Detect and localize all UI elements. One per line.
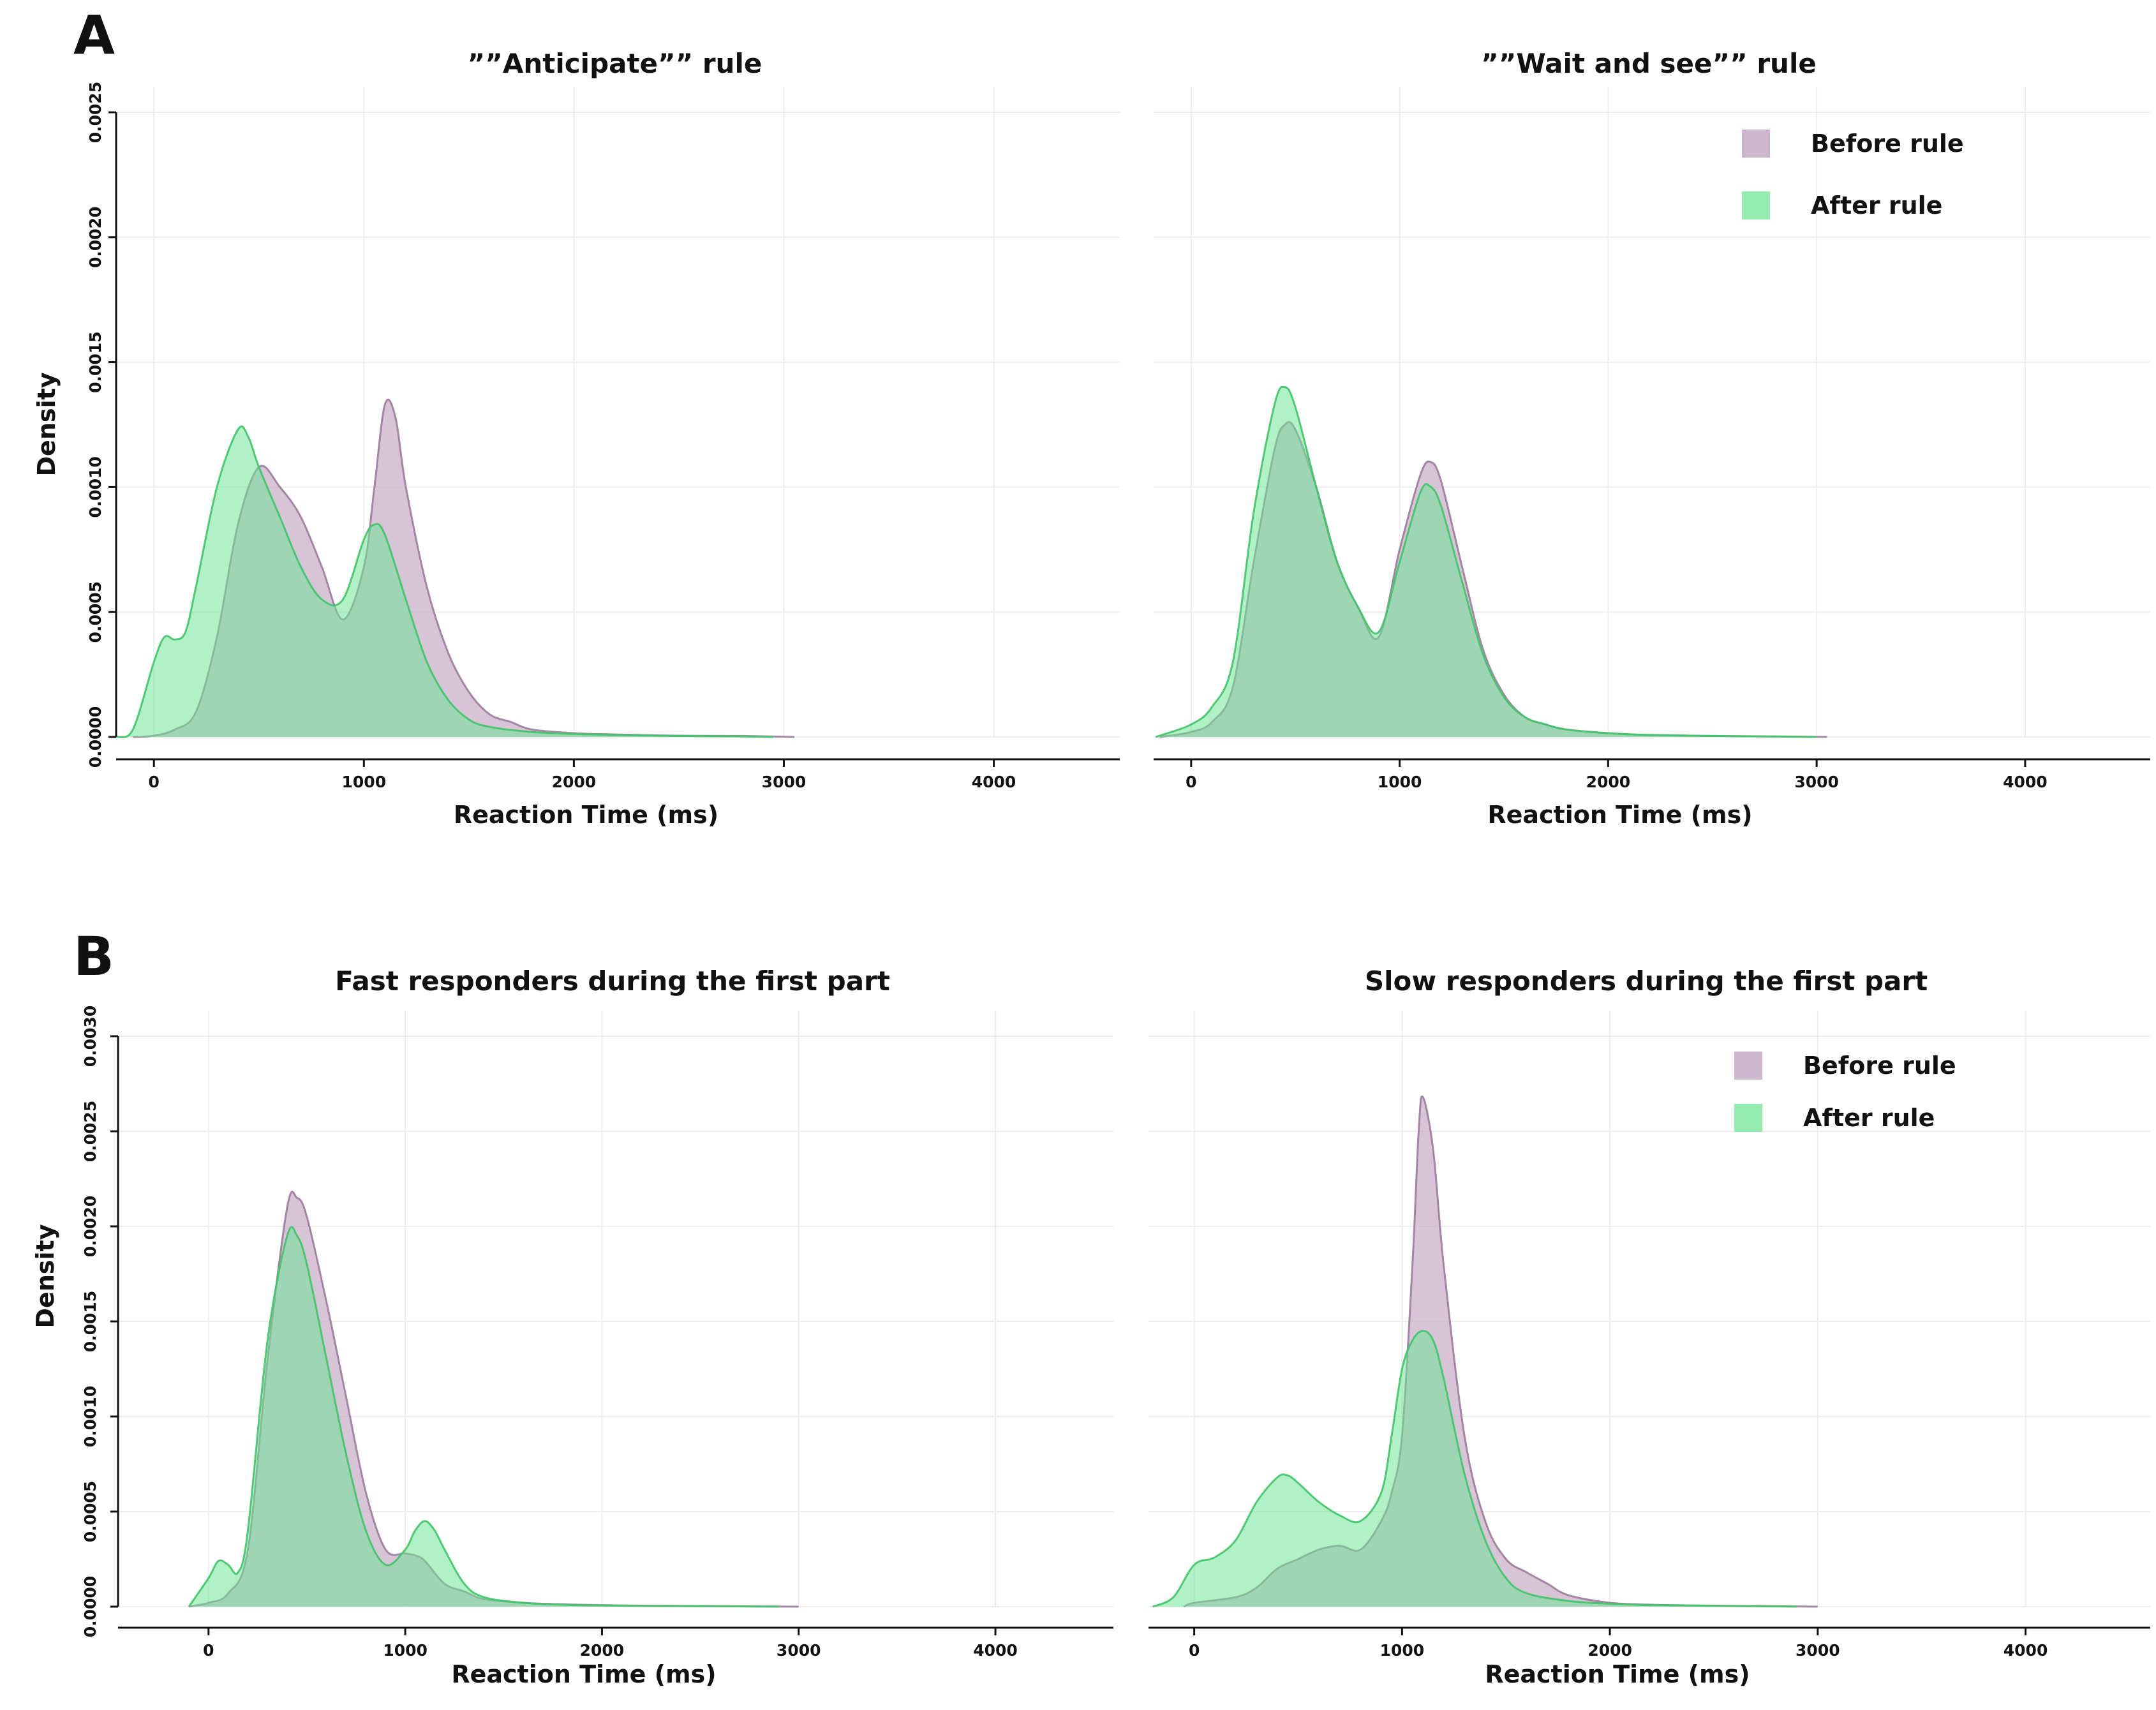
x-axis-title: Reaction Time (ms) <box>454 801 718 829</box>
y-tick-label: 0.0005 <box>81 1481 100 1542</box>
y-tick-label: 0.0000 <box>86 706 105 768</box>
x-tick-label: 1000 <box>1380 1641 1425 1660</box>
x-tick-label: 4000 <box>972 773 1016 791</box>
legend: Before rule After rule <box>1734 1052 1956 1132</box>
y-tick-label: 0.0020 <box>81 1196 100 1257</box>
legend: Before rule After rule <box>1742 130 1964 219</box>
y-tick-label: 0.0015 <box>81 1291 100 1352</box>
x-tick-label: 4000 <box>2004 1641 2048 1660</box>
panel-letter-b: B <box>73 925 114 988</box>
x-tick-label: 3000 <box>1794 773 1839 791</box>
x-tick-label: 4000 <box>2003 773 2048 791</box>
density-area-after <box>189 1226 779 1607</box>
x-axis-title: Reaction Time (ms) <box>1485 1660 1750 1688</box>
y-tick-label: 0.0020 <box>86 207 105 268</box>
density-line-after <box>188 1226 779 1608</box>
legend-after-swatch <box>1734 1104 1762 1132</box>
x-tick-label: 3000 <box>777 1641 821 1660</box>
y-tick-label: 0.0010 <box>81 1386 100 1447</box>
x-tick-label: 0 <box>1186 773 1196 791</box>
x-tick-label: 2000 <box>552 773 597 791</box>
y-tick-label: 0.0010 <box>86 456 105 517</box>
chart-panel-2: 0 1000 2000 3000 4000 ””Wait and see”” rule Re… <box>1154 48 2150 829</box>
legend-before-label: Before rule <box>1803 1052 1956 1080</box>
x-tick-label: 3000 <box>1795 1641 1840 1660</box>
legend-after-swatch <box>1742 191 1770 219</box>
chart-title: ””Anticipate”” rule <box>468 48 762 79</box>
legend-before-swatch <box>1742 130 1770 158</box>
charts-layer: 0 1000 2000 3000 4000 0.0000 0.0005 0.0010 0.001… <box>31 48 2150 1688</box>
density-area-after <box>1152 1330 1797 1607</box>
x-tick-label: 2000 <box>1586 773 1631 791</box>
series-after-rule <box>188 1226 779 1608</box>
x-tick-label: 2000 <box>1587 1641 1632 1660</box>
density-line-after <box>1152 1330 1797 1608</box>
y-tick-label: 0.0015 <box>86 331 105 392</box>
chart-panel-3: 0 1000 2000 3000 4000 0.0000 0.0005 0.0010 0.001… <box>31 965 1113 1688</box>
series-after-rule <box>1155 385 1817 738</box>
x-tick-label: 0 <box>203 1641 214 1660</box>
chart-title: ””Wait and see”” rule <box>1481 48 1817 79</box>
density-area-after <box>116 426 773 738</box>
chart-panel-1: 0 1000 2000 3000 4000 0.0000 0.0005 0.0010 0.001… <box>33 48 1120 829</box>
x-axis-title: Reaction Time (ms) <box>1487 801 1752 829</box>
x-axis-title: Reaction Time (ms) <box>451 1660 716 1688</box>
x-tick-label: 1000 <box>383 1641 427 1660</box>
legend-after-label: After rule <box>1811 191 1942 219</box>
series-after-rule <box>115 425 774 739</box>
x-tick-label: 0 <box>149 773 160 791</box>
y-tick-label: 0.0025 <box>81 1101 100 1162</box>
y-axis-title: Density <box>33 372 61 476</box>
panel-letter-a: A <box>73 4 115 66</box>
density-line-after <box>115 425 774 739</box>
y-tick-label: 0.0025 <box>86 82 105 143</box>
x-tick-label: 0 <box>1189 1641 1200 1660</box>
x-tick-label: 1000 <box>1378 773 1422 791</box>
x-tick-label: 4000 <box>973 1641 1018 1660</box>
x-tick-label: 2000 <box>580 1641 625 1660</box>
series-after-rule <box>1152 1330 1797 1608</box>
chart-title: Slow responders during the first part <box>1365 965 1928 997</box>
x-tick-label: 1000 <box>342 773 387 791</box>
y-tick-label: 0.0005 <box>86 581 105 643</box>
y-tick-label: 0.0030 <box>81 1006 100 1067</box>
y-tick-label: 0.0000 <box>81 1576 100 1637</box>
density-line-after <box>1155 385 1817 738</box>
chart-title: Fast responders during the first part <box>335 965 890 997</box>
chart-panel-4: 0 1000 2000 3000 4000 Slow responders during … <box>1149 965 2150 1688</box>
legend-after-label: After rule <box>1803 1104 1935 1132</box>
density-area-after <box>1156 387 1817 737</box>
legend-before-label: Before rule <box>1811 130 1964 158</box>
legend-before-swatch <box>1734 1052 1762 1080</box>
y-axis-title: Density <box>31 1224 59 1328</box>
x-tick-label: 3000 <box>762 773 807 791</box>
